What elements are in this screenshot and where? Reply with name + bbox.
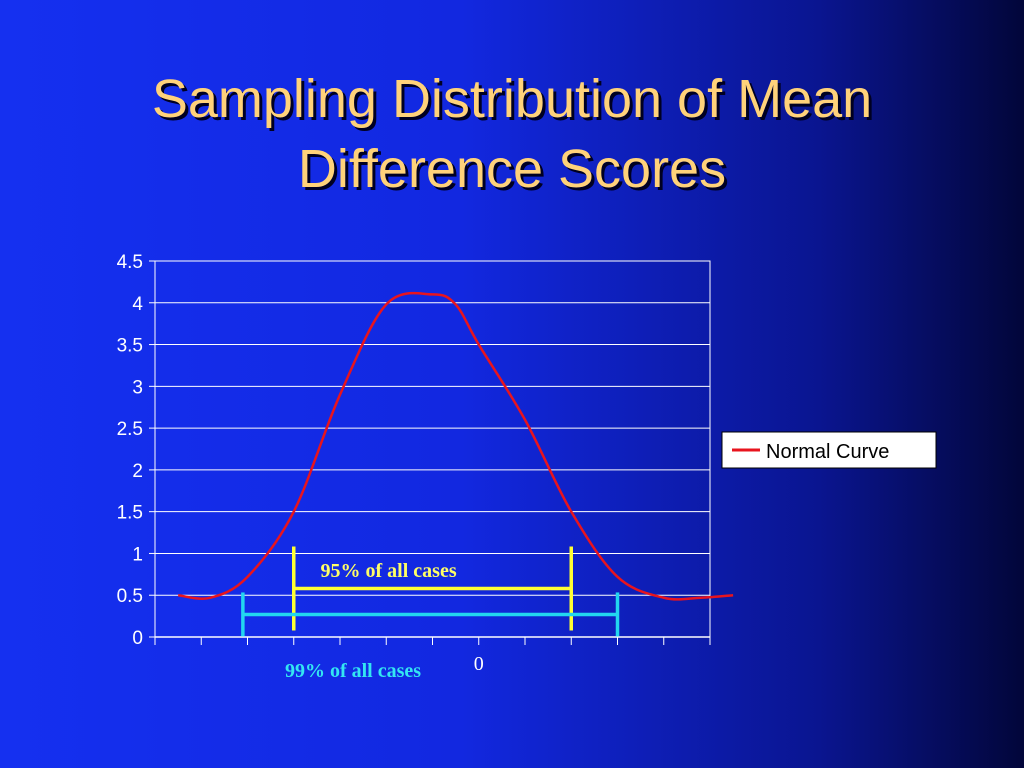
label-zero: 0 <box>474 653 484 675</box>
legend-label: Normal Curve <box>766 441 889 463</box>
labels: 95% of all cases 99% of all cases 0 Normal … <box>285 431 937 682</box>
title-line-2: Difference Scores <box>297 139 727 199</box>
y-tick-label: 4.5 <box>117 252 143 273</box>
y-tick-label: 0.5 <box>117 586 143 607</box>
series-layer <box>177 291 734 601</box>
label-99-percent: 99% of all cases <box>285 660 421 682</box>
axes: 0 0.5 1 1.5 2 2.5 3 3.5 4 4.5 <box>117 252 711 649</box>
y-tick-label: 2.5 <box>117 419 143 440</box>
interval-markers <box>241 546 620 637</box>
y-tick-label: 3 <box>132 377 143 398</box>
y-tick-label: 4 <box>132 294 143 315</box>
title-line-1: Sampling Distribution of Mean <box>151 69 873 129</box>
y-tick-label: 2 <box>132 461 143 482</box>
grid-lines <box>154 260 711 638</box>
y-tick-label: 1 <box>132 544 143 565</box>
y-tick-label: 1.5 <box>117 503 143 524</box>
label-95-percent: 95% of all cases <box>321 560 457 582</box>
y-tick-label: 3.5 <box>117 336 143 357</box>
slide-title: Sampling Distribution of Mean Difference… <box>0 64 1024 204</box>
series-normal-curve <box>177 291 734 601</box>
legend: Normal Curve <box>721 431 937 469</box>
y-tick-label: 0 <box>132 628 143 649</box>
